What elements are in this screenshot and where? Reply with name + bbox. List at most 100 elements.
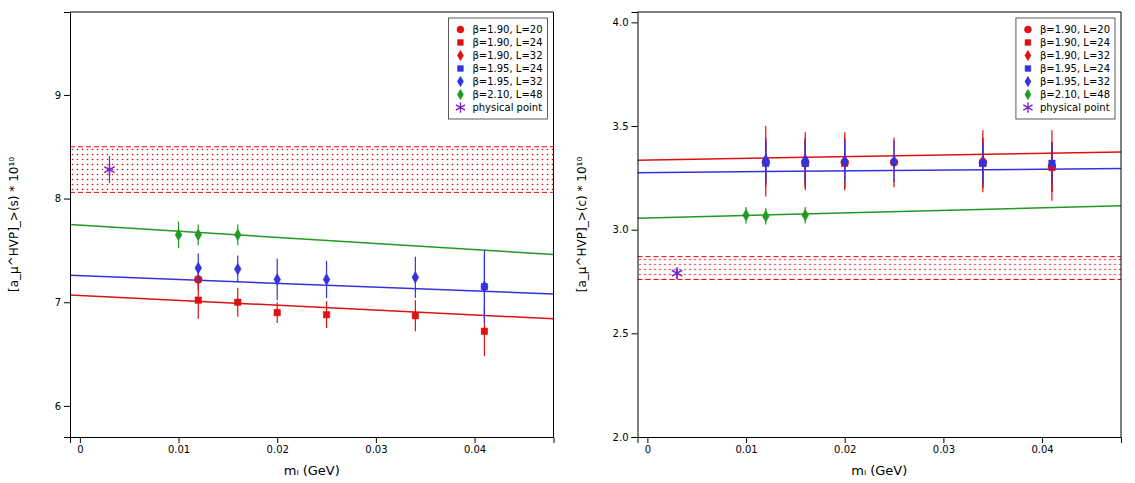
plot-frame	[70, 12, 554, 13]
y-axis-line	[64, 13, 71, 438]
x-tick: 0	[77, 437, 83, 455]
y-axis-title: [a_μ^HVP]_>(s) * 10¹⁰	[7, 157, 21, 292]
x-tick-label: 0.01	[735, 444, 757, 455]
y-tick-mark	[64, 302, 70, 303]
band-edge	[638, 256, 1122, 257]
point	[412, 312, 418, 318]
legend-symbol	[1024, 26, 1031, 33]
x-tick-mark	[80, 437, 81, 443]
x-tick: 0.01	[735, 437, 757, 455]
point	[195, 297, 201, 303]
x-tick-label: 0	[77, 444, 83, 455]
y-tick-label: 9	[55, 90, 61, 101]
point	[672, 267, 682, 279]
band-edge	[70, 192, 554, 193]
x-tick-label: 0.02	[267, 444, 289, 455]
x-tick-mark	[1042, 437, 1043, 443]
legend: β=1.90, L=20β=1.90, L=24β=1.90, L=32β=1.…	[448, 18, 547, 119]
x-tick-label: 0.03	[365, 444, 387, 455]
y-tick-mark	[632, 22, 638, 23]
y-tick: 6	[55, 401, 70, 412]
y-tick-mark	[64, 406, 70, 407]
point	[802, 154, 809, 166]
x-tick-mark	[746, 437, 747, 443]
point	[762, 154, 769, 166]
y-tick: 2.0	[613, 432, 638, 443]
x-tick: 0.04	[1031, 437, 1053, 455]
legend-label: β=1.90, L=24	[1040, 37, 1110, 48]
series	[762, 126, 1055, 201]
series	[762, 137, 1056, 191]
y-axis: 2.0 2.5 3.0 3.5 4.0	[613, 13, 638, 443]
x-tick-mark	[277, 437, 278, 443]
legend-label: β=1.95, L=32	[472, 76, 542, 87]
point	[274, 274, 281, 286]
point	[235, 299, 241, 305]
y-tick-label: 4.0	[613, 17, 629, 28]
plot-area: 00.010.020.030.042.02.53.03.54.0β=1.90, …	[613, 12, 1122, 455]
chart: 00.010.020.030.046789β=1.90, L=20β=1.90,…	[0, 0, 1135, 483]
legend-symbol	[1023, 102, 1032, 113]
marks	[70, 147, 554, 356]
y-tick: 9	[55, 90, 70, 101]
x-tick: 0.03	[365, 437, 387, 455]
x-tick: 0.02	[267, 437, 289, 455]
legend-label: β=1.95, L=24	[472, 63, 542, 74]
legend-symbol	[1025, 40, 1031, 46]
x-tick-label: 0.04	[1031, 444, 1053, 455]
y-tick-label: 2.0	[613, 432, 629, 443]
point	[481, 281, 488, 293]
legend-label: β=2.10, L=48	[472, 89, 542, 100]
point	[980, 160, 986, 166]
fit-line	[638, 152, 1122, 160]
legend-label: β=1.90, L=20	[1040, 24, 1110, 35]
legend-box	[1016, 18, 1115, 119]
legend-label: β=1.90, L=24	[472, 37, 542, 48]
y-tick-label: 2.5	[613, 328, 629, 339]
fit-line	[70, 225, 554, 255]
y-tick: 8	[55, 193, 70, 204]
point	[891, 155, 898, 167]
x-tick-mark	[179, 437, 180, 443]
point	[743, 209, 750, 221]
y-tick-label: 6	[55, 401, 61, 412]
series	[743, 207, 809, 225]
point	[762, 210, 769, 222]
x-tick: 0.02	[834, 437, 856, 455]
y-tick-label: 3.5	[613, 121, 629, 132]
panel: 00.010.020.030.046789β=1.90, L=20β=1.90,…	[7, 12, 554, 478]
plot-frame	[1121, 12, 1122, 437]
fit-line	[70, 275, 554, 294]
series	[195, 282, 488, 357]
x-tick: 0.01	[168, 437, 190, 455]
legend-symbol	[457, 26, 464, 33]
legend-symbol	[458, 40, 464, 46]
y-tick-mark	[632, 437, 638, 438]
y-tick-label: 3.0	[613, 224, 629, 235]
y-tick-mark	[632, 333, 638, 334]
legend-symbol	[1025, 76, 1031, 87]
error-band	[638, 257, 1122, 280]
y-axis-title: [a_μ^HVP]_>(c) * 10¹⁰	[575, 157, 589, 293]
plot-frame	[638, 12, 1122, 13]
y-tick: 4.0	[613, 17, 638, 28]
legend-symbol	[457, 89, 463, 100]
legend-box	[448, 18, 547, 119]
legend-symbol	[457, 50, 463, 61]
legend: β=1.90, L=20β=1.90, L=24β=1.90, L=32β=1.…	[1016, 18, 1115, 119]
x-axis-title: mₗ (GeV)	[284, 463, 340, 478]
point	[841, 155, 848, 167]
point	[323, 311, 329, 317]
series	[175, 221, 241, 248]
x-axis-line	[71, 438, 555, 444]
point	[234, 229, 241, 241]
y-axis: 6789	[55, 13, 71, 438]
fit-line	[70, 295, 554, 319]
y-tick: 3.5	[613, 121, 638, 132]
x-tick-label: 0.03	[933, 444, 955, 455]
series	[762, 140, 897, 183]
panel: 00.010.020.030.042.02.53.03.54.0β=1.90, …	[575, 12, 1122, 478]
y-tick-mark	[632, 126, 638, 127]
legend-symbol	[456, 102, 465, 113]
legend-symbol	[458, 66, 464, 72]
